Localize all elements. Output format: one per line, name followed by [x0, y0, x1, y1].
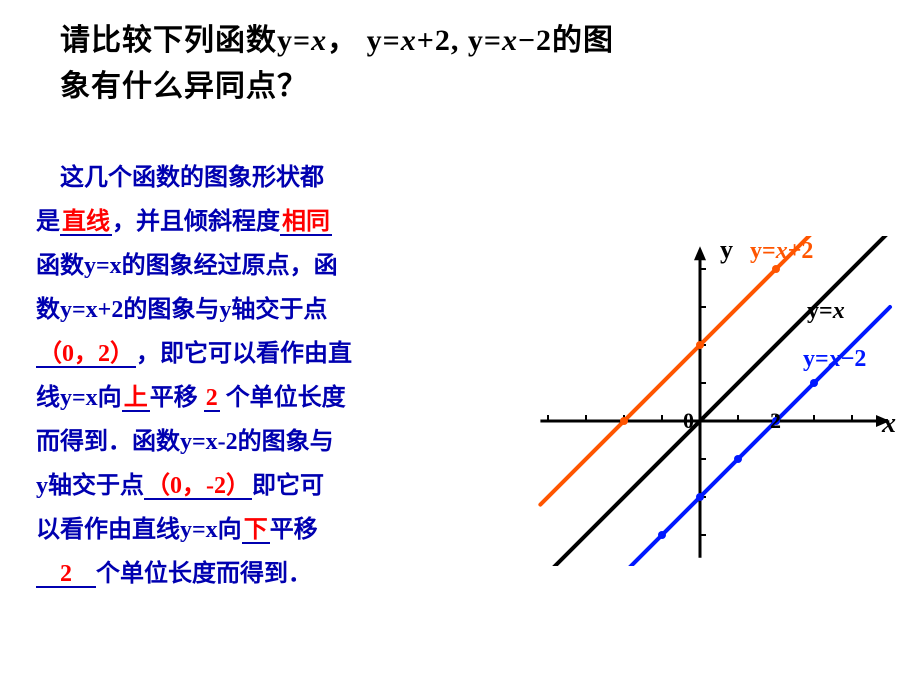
blank-up: 上 — [122, 386, 150, 412]
svg-text:y=x+2: y=x+2 — [750, 238, 813, 264]
svg-text:x: x — [881, 408, 896, 439]
q-eq1-y: y= — [277, 24, 311, 57]
q-eq2-plus: +2, — [417, 24, 468, 57]
ans-l2-a: 是 — [36, 209, 60, 235]
ans-l4: 数y=x+2的图象与y轴交于点 — [36, 288, 496, 332]
ans-l1: 这几个函数的图象形状都 — [36, 156, 496, 200]
q-eq3: y= — [468, 24, 502, 57]
ans-l6: 线y=x向上平移 2 个单位长度 — [36, 376, 496, 420]
ans-l9-a: 以看作由直线y=x向 — [36, 517, 242, 543]
blank-down: 下 — [242, 518, 270, 544]
chart-svg: y x 0 2 y=x+2 y=x y=x−2 — [525, 236, 905, 566]
blank-point-0-neg2: （0，-2） — [144, 474, 252, 500]
svg-text:2: 2 — [770, 408, 781, 433]
question-line-1: 请比较下列函数y=x， y=x+2, y=x−2的图 — [60, 18, 880, 64]
q-eq2-x: x — [401, 24, 417, 57]
q-sep1: ， — [327, 24, 358, 57]
blank-same: 相同 — [280, 210, 332, 236]
ans-l6-b: 平移 — [150, 385, 204, 411]
ans-l8: y轴交于点（0，-2）即它可 — [36, 464, 496, 508]
question-block: 请比较下列函数y=x， y=x+2, y=x−2的图 象有什么异同点？ — [60, 18, 880, 110]
q-text: 请比较下列函数 — [60, 24, 277, 57]
linear-functions-chart: y x 0 2 y=x+2 y=x y=x−2 — [525, 236, 905, 566]
ans-l6-a: 线y=x向 — [36, 385, 122, 411]
ans-l6-c: 个单位长度 — [220, 385, 346, 411]
q-eq3-minus: −2 — [518, 24, 552, 57]
ans-l7: 而得到．函数y=x-2的图象与 — [36, 420, 496, 464]
blank-two-2: 2 — [36, 562, 96, 588]
ans-l5-b: ，即它可以看作由直 — [136, 341, 352, 367]
blank-straight-line: 直线 — [60, 210, 112, 236]
ans-l9: 以看作由直线y=x向下平移 — [36, 508, 496, 552]
svg-text:y: y — [720, 236, 733, 264]
q-eq3-x: x — [502, 24, 518, 57]
q-eq2: y= — [358, 24, 401, 57]
answer-block: 这几个函数的图象形状都 是直线，并且倾斜程度 相同 函数y=x的图象经过原点，函… — [36, 156, 496, 596]
ans-l10: 2个单位长度而得到． — [36, 552, 496, 596]
svg-text:0: 0 — [683, 408, 694, 433]
ans-l3: 函数y=x的图象经过原点，函 — [36, 244, 496, 288]
svg-text:y=x: y=x — [807, 298, 845, 324]
ans-l8-a: y轴交于点 — [36, 473, 144, 499]
q-after: 的图 — [552, 24, 614, 57]
blank-two-1: 2 — [204, 386, 220, 412]
ans-l5: （0，2），即它可以看作由直 — [36, 332, 496, 376]
ans-l2: 是直线，并且倾斜程度 相同 — [36, 200, 496, 244]
question-line-2: 象有什么异同点？ — [60, 64, 880, 110]
ans-l10-b: 个单位长度而得到． — [96, 561, 312, 587]
ans-l9-b: 平移 — [270, 517, 318, 543]
ans-l2-b: ，并且倾斜程度 — [112, 209, 280, 235]
blank-point-0-2: （0，2） — [36, 342, 136, 368]
q-eq1-x: x — [311, 24, 327, 57]
svg-text:y=x−2: y=x−2 — [803, 346, 866, 372]
ans-l8-b: 即它可 — [252, 473, 324, 499]
